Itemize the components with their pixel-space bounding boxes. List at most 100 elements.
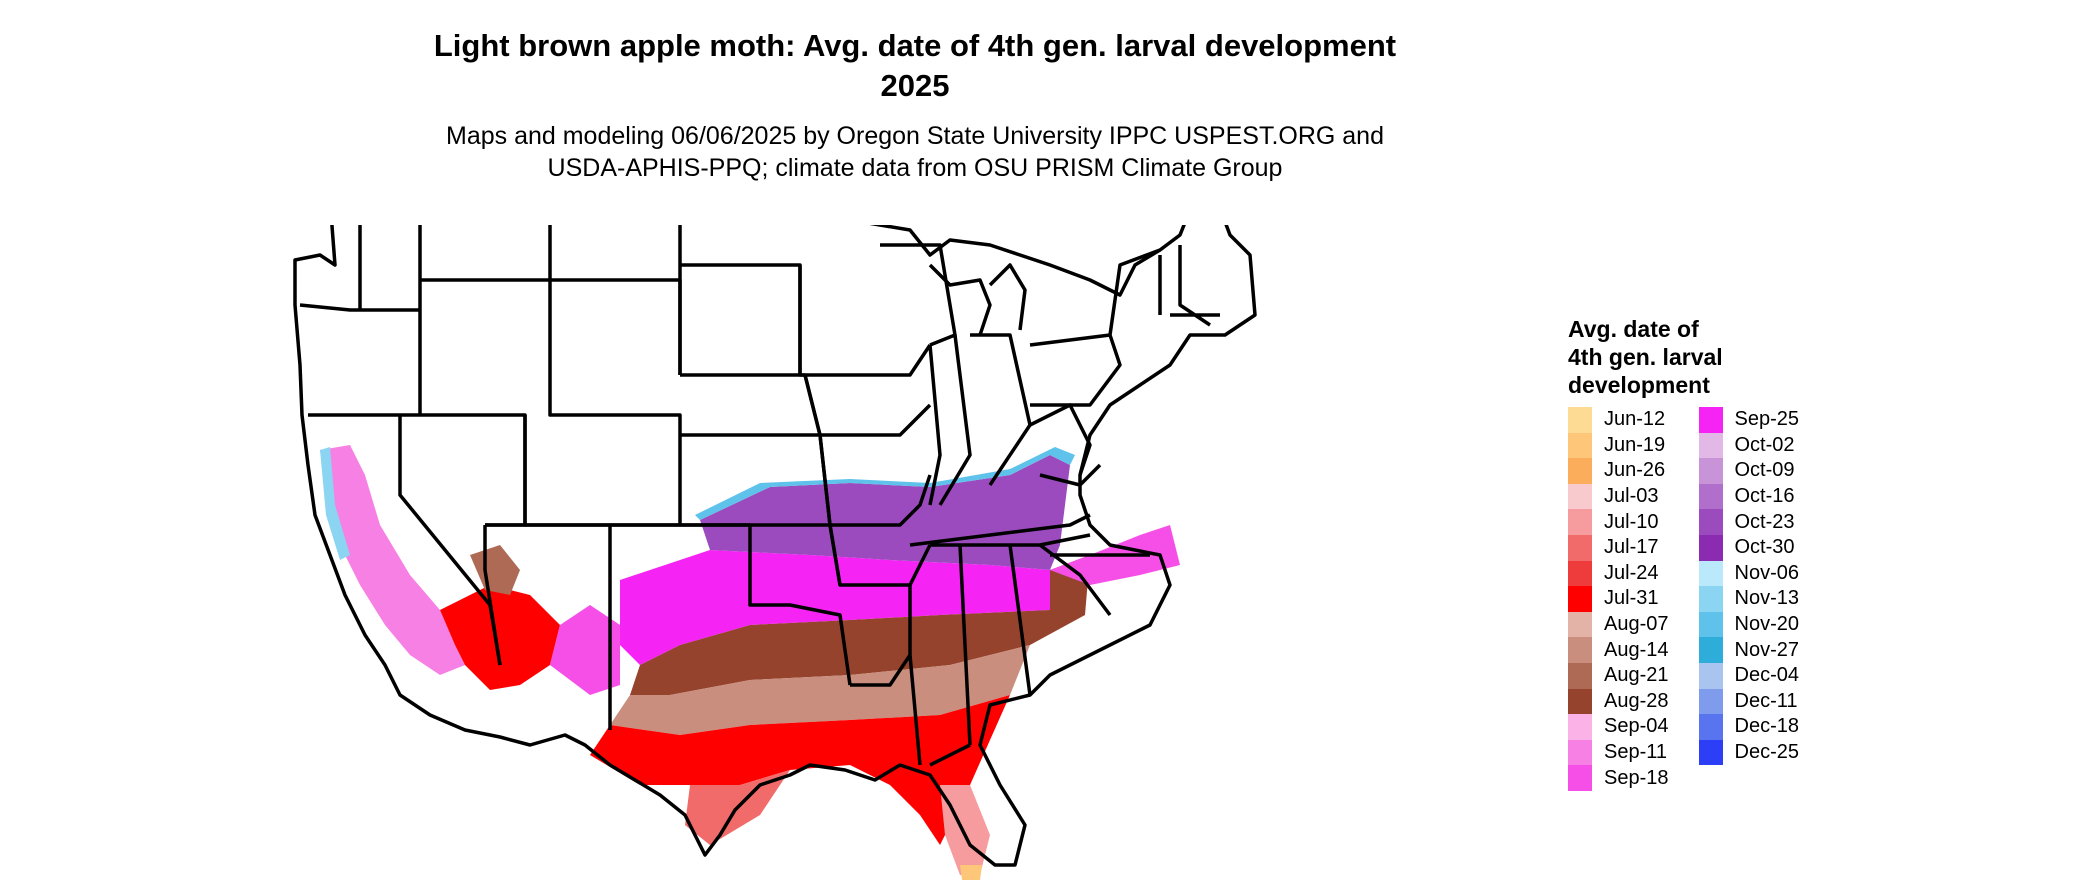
legend-item: Jul-03 — [1568, 483, 1669, 510]
legend-item: Jul-24 — [1568, 560, 1669, 587]
legend-label: Jun-19 — [1604, 433, 1666, 456]
legend-swatch — [1698, 662, 1723, 689]
border-wi-il — [880, 243, 957, 506]
zone-southwest-brown — [470, 545, 520, 595]
legend-label: Jul-24 — [1604, 561, 1659, 584]
border-newengland — [1158, 245, 1220, 327]
legend-label: Dec-18 — [1734, 715, 1799, 738]
legend-item: Aug-28 — [1568, 688, 1669, 715]
map-legend: Avg. date of 4th gen. larval development… — [1568, 315, 1808, 791]
legend-item: Oct-02 — [1698, 432, 1800, 459]
border-mo-ar — [818, 434, 932, 587]
legend-item: Oct-23 — [1698, 509, 1800, 535]
legend-swatch — [1698, 509, 1723, 535]
legend-swatch — [1568, 688, 1592, 715]
border-pa-ny — [1029, 248, 1161, 407]
legend-swatch — [1698, 560, 1723, 587]
legend-item: Jun-26 — [1568, 458, 1669, 484]
legend-swatch — [1698, 586, 1723, 612]
border-wy-co — [548, 280, 682, 525]
legend-label: Aug-21 — [1604, 664, 1669, 687]
us-outline — [293, 225, 1257, 867]
map-subtitle-line-1: Maps and modeling 06/06/2025 by Oregon S… — [446, 122, 1384, 150]
legend-item: Oct-30 — [1698, 534, 1800, 561]
legend-item: Nov-27 — [1698, 637, 1800, 663]
legend-item: Jun-12 — [1568, 407, 1669, 433]
border-sc-nc — [1038, 543, 1150, 617]
legend-item: Jul-10 — [1568, 509, 1669, 535]
legend-swatch — [1698, 432, 1723, 459]
map-subtitle-line-2: USDA-APHIS-PPQ; climate data from OSU PR… — [547, 154, 1283, 182]
zone-gulf-red — [590, 695, 1010, 845]
legend-swatch — [1568, 637, 1592, 663]
legend-swatch — [1698, 483, 1723, 510]
zone-south-brown — [630, 555, 1090, 695]
legend-label: Nov-06 — [1734, 561, 1799, 584]
zone-southwest-red — [440, 585, 560, 690]
legend-item: Jun-19 — [1568, 432, 1669, 459]
legend-label: Aug-28 — [1604, 689, 1669, 712]
legend-item: Sep-18 — [1568, 765, 1669, 791]
legend-label: Jul-10 — [1604, 510, 1659, 533]
legend-swatch — [1698, 611, 1723, 638]
legend-swatch — [1568, 407, 1592, 433]
legend-label: Oct-16 — [1734, 485, 1795, 508]
legend-swatch — [1698, 458, 1723, 484]
legend-column-1: Jun-12 Jun-19 Jun-26 Jul-03 Jul-10 Jul-17 Jul-… — [1568, 407, 1669, 791]
border-id — [358, 225, 422, 415]
legend-item: Sep-25 — [1698, 407, 1800, 433]
legend-swatch — [1698, 688, 1723, 715]
map-title-line-2: 2025 — [880, 68, 950, 103]
legend-swatch — [1568, 432, 1592, 459]
legend-item: Aug-21 — [1568, 662, 1669, 689]
zone-southwest-pink — [550, 605, 620, 695]
legend-swatch — [1698, 407, 1723, 433]
legend-label: Nov-27 — [1734, 638, 1799, 661]
phenology-zones — [320, 445, 1180, 880]
legend-swatch — [1698, 637, 1723, 663]
legend-label: Aug-14 — [1604, 638, 1669, 661]
legend-label: Jul-17 — [1604, 536, 1659, 559]
legend-label: Sep-04 — [1604, 715, 1669, 738]
border-in-oh — [938, 333, 1032, 506]
legend-item: Aug-07 — [1568, 611, 1669, 638]
legend-label: Nov-20 — [1734, 613, 1799, 636]
legend-swatch — [1568, 586, 1592, 612]
legend-column-2: Sep-25 Oct-02 Oct-09 Oct-16 Oct-23 Oct-30 Nov-… — [1698, 407, 1800, 791]
legend-swatch — [1698, 534, 1723, 561]
legend-label: Sep-25 — [1734, 408, 1800, 431]
border-nv-ut — [400, 413, 527, 527]
border-va-wv — [1029, 403, 1102, 487]
legend-swatch — [1568, 739, 1592, 766]
legend-title-line-2: 4th gen. larval — [1568, 344, 1723, 370]
border-mn-ia — [798, 265, 932, 437]
legend-label: Nov-13 — [1734, 587, 1799, 610]
border-la-ms — [850, 585, 922, 766]
legend-swatch — [1568, 509, 1592, 535]
legend-item: Dec-18 — [1698, 714, 1800, 740]
border-wa-or — [299, 303, 420, 312]
border-mi — [928, 263, 1027, 336]
legend-item: Nov-06 — [1698, 560, 1800, 587]
us-map — [293, 225, 1257, 880]
legend-label: Jun-12 — [1604, 408, 1666, 431]
legend-label: Jun-26 — [1604, 459, 1666, 482]
legend-swatch — [1568, 765, 1592, 791]
legend-label: Sep-18 — [1604, 766, 1669, 789]
legend-item: Dec-11 — [1698, 688, 1800, 715]
zone-midsouth-blue — [695, 447, 1075, 520]
legend-label: Aug-07 — [1604, 613, 1669, 636]
legend-item: Dec-04 — [1698, 662, 1800, 689]
legend-swatch — [1568, 714, 1592, 740]
legend-label: Oct-30 — [1734, 536, 1795, 559]
zone-south-lightbrown — [610, 645, 1030, 735]
legend-swatch — [1568, 483, 1592, 510]
zone-west-coast — [320, 445, 465, 675]
legend-label: Sep-11 — [1604, 741, 1668, 764]
legend-item: Oct-16 — [1698, 483, 1800, 510]
map-title-line-1: Light brown apple moth: Avg. date of 4th… — [433, 28, 1397, 63]
legend-item: Jul-17 — [1568, 534, 1669, 561]
map-subtitle: Maps and modeling 06/06/2025 by Oregon S… — [300, 120, 1530, 184]
zone-midsouth-purple — [700, 455, 1070, 570]
legend-swatch — [1568, 611, 1592, 638]
